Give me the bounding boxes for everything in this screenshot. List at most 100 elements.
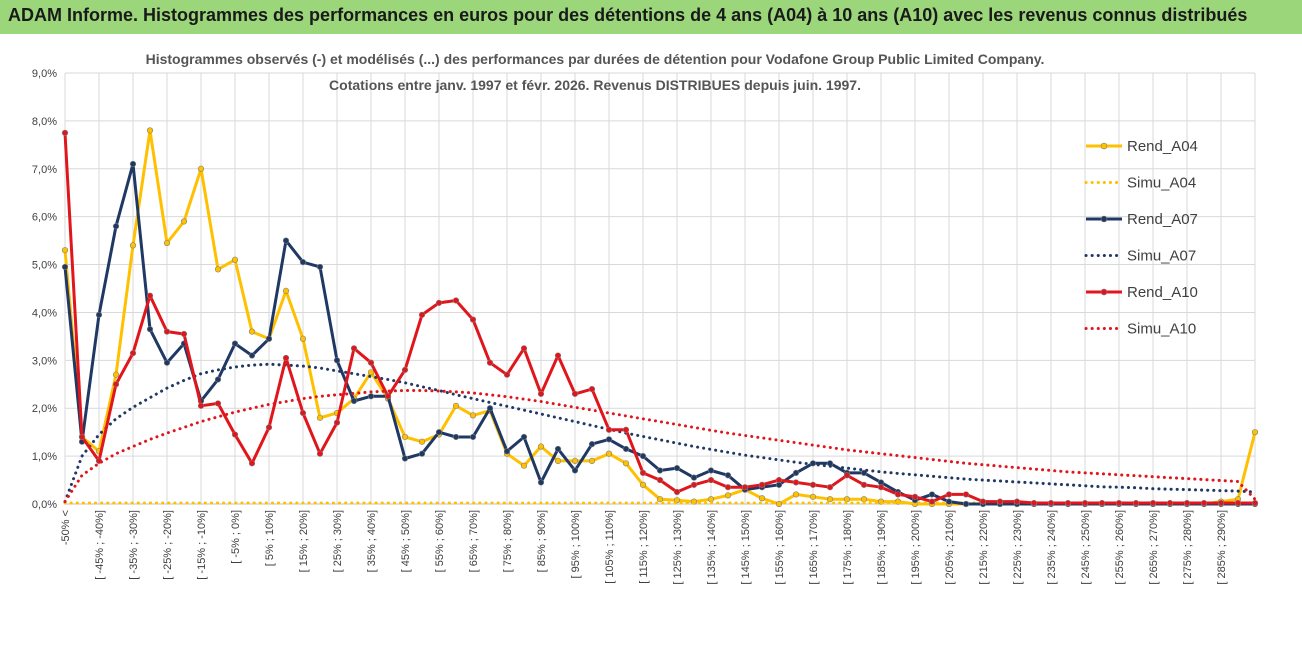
data-point-rend-a10 <box>282 354 290 362</box>
data-point-rend-a04 <box>248 328 256 335</box>
data-point-rend-a07 <box>333 357 341 364</box>
data-point-rend-a10 <box>1234 499 1242 507</box>
x-tick-label: [ 95% ; 100%] <box>570 510 582 579</box>
data-point-rend-a07 <box>792 469 800 476</box>
x-tick-label: [ 155% ; 160%] <box>774 510 786 585</box>
data-point-rend-a10 <box>61 129 69 136</box>
data-point-rend-a10 <box>333 419 341 426</box>
x-tick-label: [ -45% ; -40%] <box>94 510 106 580</box>
data-point-rend-a10 <box>911 493 919 500</box>
x-tick-label: [ 205% ; 210%] <box>944 510 956 585</box>
data-point-rend-a10 <box>180 330 188 338</box>
data-point-rend-a07 <box>418 450 426 457</box>
legend-marker-rend-a07 <box>1100 215 1108 223</box>
data-point-rend-a10 <box>231 431 239 438</box>
data-point-rend-a10 <box>1132 499 1140 507</box>
x-tick-label: [ -35% ; -30%] <box>128 510 140 580</box>
data-point-rend-a07 <box>860 469 868 476</box>
data-point-rend-a04 <box>860 496 868 503</box>
data-point-rend-a10 <box>129 350 137 357</box>
data-point-rend-a10 <box>384 393 392 400</box>
data-point-rend-a10 <box>588 385 596 393</box>
data-point-rend-a10 <box>214 400 222 407</box>
x-tick-label: [ 275% ; 280%] <box>1182 510 1194 585</box>
data-point-rend-a04 <box>61 247 69 254</box>
data-point-rend-a07 <box>690 474 698 481</box>
data-point-rend-a07 <box>588 441 596 448</box>
x-tick-label: -50% < <box>60 510 72 545</box>
legend-label-rend-a04: Rend_A04 <box>1127 138 1198 155</box>
data-point-rend-a10 <box>690 481 698 488</box>
data-point-rend-a07 <box>112 223 120 230</box>
data-point-rend-a10 <box>248 460 256 467</box>
data-point-rend-a10 <box>979 498 987 505</box>
x-tick-label: [ 235% ; 240%] <box>1046 510 1058 585</box>
data-point-rend-a07 <box>656 467 664 474</box>
data-point-rend-a10 <box>435 299 443 306</box>
y-tick-label: 3,0% <box>32 355 57 367</box>
y-tick-label: 6,0% <box>32 212 57 224</box>
legend-label-rend-a07: Rend_A07 <box>1127 211 1198 228</box>
data-point-rend-a10 <box>418 311 426 318</box>
x-tick-label: [ 75% ; 80%] <box>502 510 514 572</box>
series-line-rend-a10 <box>63 132 1255 505</box>
data-point-rend-a07 <box>265 335 273 342</box>
data-point-rend-a04 <box>639 481 647 488</box>
data-point-rend-a10 <box>860 481 868 488</box>
x-tick-label: [ 285% ; 290%] <box>1216 510 1228 585</box>
data-point-rend-a10 <box>707 476 715 484</box>
data-point-rend-a04 <box>112 371 120 378</box>
data-point-rend-a10 <box>639 469 647 476</box>
data-point-rend-a10 <box>1200 499 1208 507</box>
data-point-rend-a04 <box>401 433 409 441</box>
data-point-rend-a10 <box>1064 499 1072 507</box>
data-point-rend-a07 <box>95 311 103 318</box>
legend-label-rend-a10: Rend_A10 <box>1127 284 1198 301</box>
data-point-rend-a10 <box>571 390 579 397</box>
data-point-rend-a04 <box>707 496 715 503</box>
data-point-rend-a10 <box>894 491 902 498</box>
data-point-rend-a07 <box>299 259 307 266</box>
data-point-rend-a04 <box>792 491 800 498</box>
x-tick-label: [ 145% ; 150%] <box>740 510 752 585</box>
legend-label-simu-a07: Simu_A07 <box>1127 248 1196 265</box>
data-point-rend-a04 <box>146 127 154 134</box>
data-point-rend-a04 <box>316 414 324 421</box>
legend-marker-rend-a10 <box>1100 288 1108 296</box>
data-point-rend-a07 <box>316 263 324 271</box>
data-point-rend-a04 <box>282 287 290 294</box>
data-point-rend-a10 <box>401 366 409 374</box>
y-tick-label: 1,0% <box>32 451 57 463</box>
data-point-rend-a10 <box>673 488 681 496</box>
data-point-rend-a10 <box>758 481 766 488</box>
data-point-rend-a10 <box>350 345 358 352</box>
data-point-rend-a10 <box>1081 499 1089 507</box>
data-point-rend-a04 <box>129 242 137 249</box>
x-tick-label: [ -15% ; -10%] <box>196 510 208 580</box>
x-tick-label: [ 65% ; 70%] <box>468 510 480 572</box>
data-point-rend-a10 <box>265 424 273 431</box>
data-point-rend-a10 <box>452 297 460 304</box>
data-point-rend-a10 <box>622 426 630 433</box>
data-point-rend-a04 <box>231 256 239 263</box>
data-point-rend-a10 <box>1115 499 1123 507</box>
data-point-rend-a10 <box>826 484 834 491</box>
data-point-rend-a04 <box>214 266 222 273</box>
data-point-rend-a04 <box>605 450 613 457</box>
data-point-rend-a10 <box>1217 499 1225 507</box>
data-point-rend-a04 <box>180 218 188 225</box>
x-tick-label: [ 245% ; 250%] <box>1080 510 1092 585</box>
data-point-rend-a10 <box>724 484 732 491</box>
data-point-rend-a04 <box>656 496 664 503</box>
data-point-rend-a04 <box>758 495 766 502</box>
data-point-rend-a10 <box>537 390 545 397</box>
x-tick-label: [ 5% ; 10%] <box>264 510 276 566</box>
data-point-rend-a07 <box>350 397 358 405</box>
data-point-rend-a07 <box>231 340 239 347</box>
data-point-rend-a10 <box>367 359 375 366</box>
data-point-rend-a07 <box>503 448 511 455</box>
x-tick-label: [ 55% ; 60%] <box>434 510 446 572</box>
data-point-rend-a10 <box>775 476 783 484</box>
data-point-rend-a10 <box>962 491 970 498</box>
